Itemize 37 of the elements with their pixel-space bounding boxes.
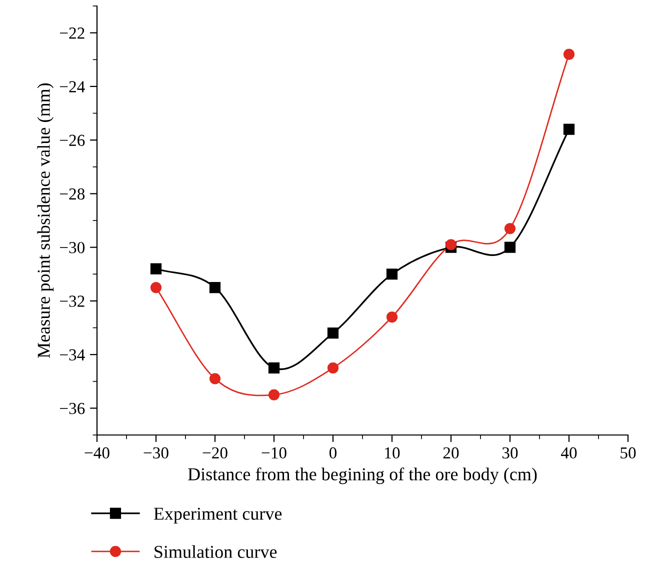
y-tick-label: −28 — [60, 188, 85, 200]
x-tick-label: −20 — [202, 447, 228, 459]
x-tick-label: 20 — [443, 447, 459, 459]
point — [327, 362, 339, 374]
point — [209, 282, 221, 294]
x-tick-label: −30 — [144, 447, 168, 459]
x-tick-label: 50 — [620, 447, 636, 459]
x-tick-label: −40 — [84, 447, 110, 459]
point — [327, 328, 339, 339]
y-tick-label: −32 — [60, 296, 84, 307]
legend-label: Simulation curve — [154, 545, 277, 558]
y-axis-title: Measure point subsidence value (mm) — [37, 83, 54, 358]
x-axis-title: Distance from the begining of the ore body (cm) — [188, 467, 537, 484]
point — [563, 48, 575, 60]
x-tick-label: 30 — [502, 447, 518, 459]
y-tick-label: −26 — [60, 134, 85, 146]
y-tick-label: −30 — [60, 242, 85, 254]
point — [445, 239, 457, 250]
point — [504, 242, 516, 253]
point — [563, 124, 575, 135]
y-tick-label: −24 — [60, 81, 85, 92]
x-tick-label: 10 — [385, 447, 400, 459]
point — [209, 373, 221, 384]
point — [150, 263, 162, 274]
y-tick-label: −34 — [60, 349, 85, 361]
point — [268, 389, 280, 400]
point — [386, 311, 398, 323]
x-tick-label: −10 — [262, 447, 286, 459]
point — [504, 222, 516, 234]
y-tick-label: −36 — [60, 402, 85, 414]
point — [386, 268, 398, 280]
point — [150, 282, 162, 294]
x-tick-label: 0 — [329, 447, 337, 459]
y-tick-label: −22 — [60, 28, 84, 39]
point — [268, 362, 280, 374]
x-tick-label: 40 — [560, 447, 577, 459]
legend-label: Experiment curve — [154, 508, 282, 524]
